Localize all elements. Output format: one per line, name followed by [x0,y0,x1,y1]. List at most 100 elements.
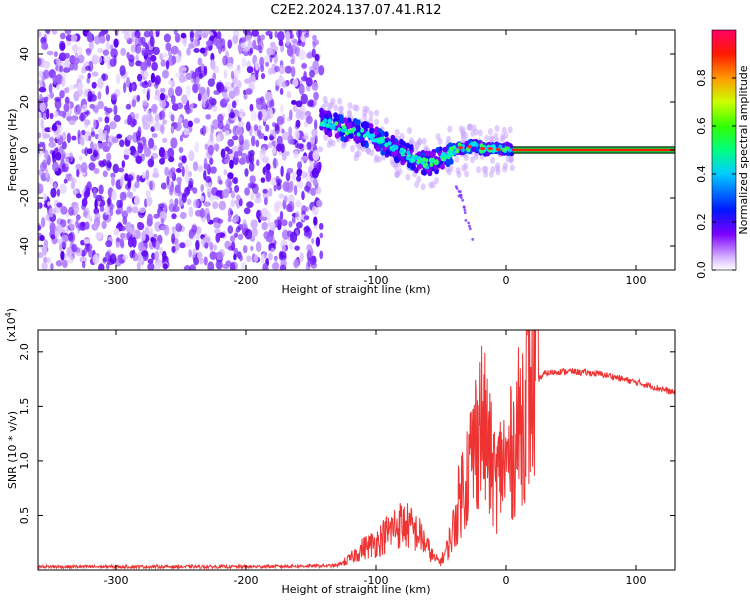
noise-speckle [93,143,97,151]
signal-halo [483,170,489,178]
noise-speckle [179,134,184,142]
noise-speckle [268,243,272,251]
noise-speckle [77,46,83,55]
signal-core [498,144,503,149]
noise-speckle [244,168,249,177]
noise-speckle [279,251,287,259]
noise-speckle [186,47,191,56]
signal-core [331,125,336,130]
noise-speckle [69,63,75,71]
noise-speckle [59,65,64,73]
noise-speckle [246,201,254,209]
noise-speckle [252,39,257,50]
signal-halo [476,166,482,174]
signal-envelope [396,152,402,159]
noise-speckle [209,132,214,142]
noise-speckle [40,217,46,228]
noise-speckle [184,239,192,248]
noise-speckle [63,103,70,113]
noise-speckle [266,232,274,243]
noise-speckle [128,59,135,67]
signal-core [362,133,367,139]
signal-core [371,138,376,143]
noise-speckle [59,243,63,252]
noise-speckle [210,59,216,70]
figure-title: C2E2.2024.137.07.41.R12 [270,3,441,18]
noise-speckle [75,214,81,221]
noise-speckle [296,30,303,38]
noise-speckle [178,146,184,154]
noise-speckle [134,195,140,206]
noise-speckle [102,170,108,178]
noise-speckle [78,222,82,231]
noise-speckle [277,135,283,146]
noise-speckle [215,190,223,197]
noise-speckle [42,192,48,201]
signal-tail [468,224,471,228]
noise-speckle [123,148,131,156]
noise-speckle [170,125,175,134]
noise-speckle [97,91,102,100]
noise-speckle [137,251,142,263]
noise-speckle [183,265,192,270]
noise-speckle [79,134,85,145]
noise-speckle [250,110,257,122]
noise-speckle [71,135,77,141]
noise-speckle [86,148,93,155]
noise-speckle [229,262,236,270]
noise-speckle [287,201,295,213]
noise-speckle [152,32,157,38]
noise-speckle [175,223,183,232]
noise-speckle [84,119,91,126]
signal-halo [333,104,339,112]
noise-speckle [301,155,309,161]
noise-speckle [186,184,194,191]
noise-speckle [121,210,129,219]
noise-speckle [73,44,78,54]
noise-speckle [187,120,193,128]
signal-halo [447,125,453,133]
noise-speckle [310,187,317,196]
noise-speckle [266,163,271,171]
noise-speckle [145,44,149,52]
noise-speckle [306,115,313,125]
noise-speckle [145,189,151,198]
noise-speckle [150,72,156,83]
signal-core [447,150,452,155]
noise-speckle [296,175,302,182]
noise-speckle [81,66,85,74]
noise-speckle [182,118,189,129]
signal-halo [508,156,514,164]
noise-speckle [86,48,92,56]
bottom-x-tick-label: 100 [626,574,647,587]
noise-speckle [312,177,318,187]
noise-speckle [73,62,78,71]
noise-speckle [194,141,199,153]
noise-speckle [88,135,92,142]
noise-speckle [93,207,100,215]
noise-speckle [88,162,96,171]
noise-speckle [234,151,239,159]
noise-speckle [188,249,192,258]
noise-speckle [269,221,276,231]
noise-speckle [76,169,80,178]
noise-speckle [115,209,121,215]
noise-speckle [38,225,42,231]
noise-speckle [154,75,161,85]
noise-speckle [191,224,198,233]
noise-speckle [296,180,304,189]
noise-speckle [131,206,139,214]
noise-speckle [66,246,73,258]
noise-speckle [116,73,121,85]
noise-speckle [66,255,75,264]
noise-speckle [313,216,318,226]
noise-speckle [270,41,276,48]
noise-speckle [63,178,68,184]
noise-speckle [164,150,169,160]
signal-tail [455,187,459,190]
noise-speckle [125,103,132,110]
noise-speckle [53,147,59,153]
noise-speckle [311,167,319,179]
signal-tail [468,227,472,231]
